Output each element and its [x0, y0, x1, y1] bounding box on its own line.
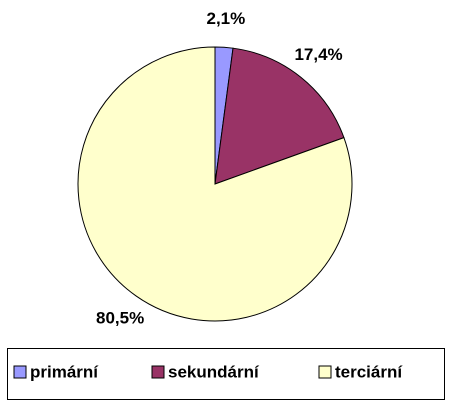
legend-swatch — [151, 365, 165, 379]
data-label: 80,5% — [96, 308, 144, 327]
legend-box — [7, 348, 445, 400]
legend-label: sekundární — [168, 362, 260, 381]
legend-label: terciární — [335, 362, 403, 381]
legend-label: primární — [30, 362, 99, 381]
legend-swatch — [13, 365, 27, 379]
data-label: 17,4% — [294, 45, 342, 64]
pie-slice — [77, 46, 353, 322]
legend-swatch — [318, 365, 332, 379]
pie-slice — [214, 47, 345, 185]
data-label: 2,1% — [207, 9, 246, 28]
